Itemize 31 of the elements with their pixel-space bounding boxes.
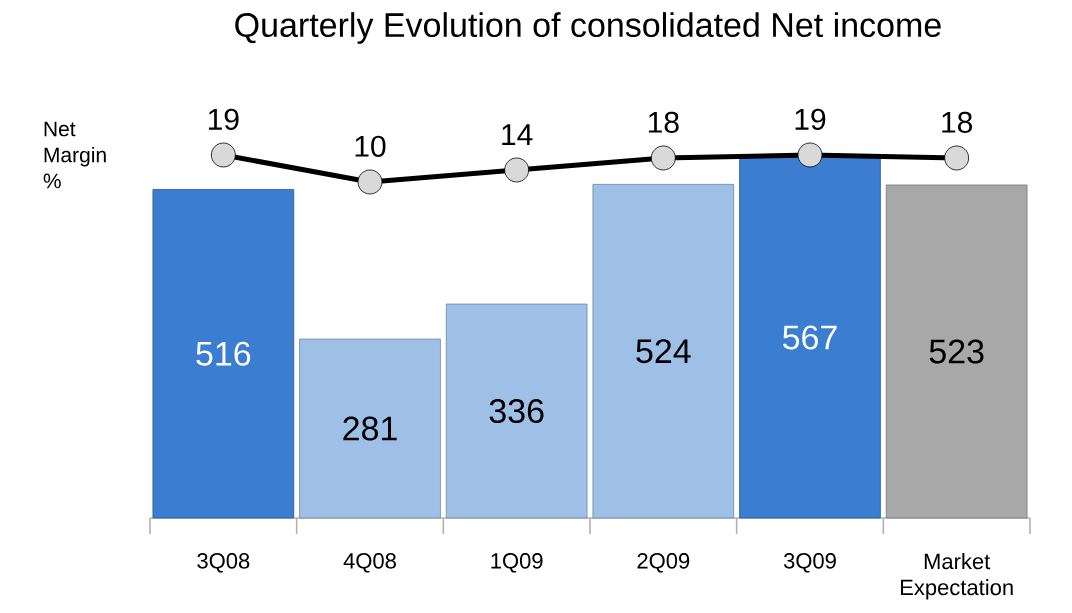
chart-title: Quarterly Evolution of consolidated Net income [235, 12, 941, 44]
bar [739, 156, 881, 519]
point [357, 169, 383, 195]
data-label: 18 [648, 111, 679, 133]
data-label: 18 [942, 111, 973, 133]
data-label: 524 [636, 339, 691, 364]
data-label: 10 [355, 135, 386, 157]
x-tick-label: 3Q09 [783, 553, 836, 573]
data-label: 19 [208, 108, 239, 130]
x-tick-label: 2Q09 [637, 553, 690, 573]
x-tick-label: 4Q08 [343, 553, 396, 573]
data-label: 19 [795, 108, 826, 130]
data-label: 516 [196, 341, 251, 366]
bar [152, 189, 295, 519]
point [650, 145, 676, 171]
x-tick-label: Market Expectation [901, 553, 1013, 600]
data-label: 336 [489, 398, 544, 424]
bar [592, 183, 735, 519]
point [797, 142, 823, 168]
point [504, 157, 530, 183]
data-label: 14 [502, 124, 533, 145]
data-label: 523 [929, 339, 984, 364]
bar [445, 303, 588, 519]
point [944, 145, 970, 171]
point [210, 142, 236, 168]
data-label: 281 [343, 416, 397, 441]
x-tick-label: 3Q08 [197, 553, 250, 573]
data-label: 567 [782, 325, 837, 350]
bar [299, 338, 441, 519]
x-tick-label: 1Q09 [491, 553, 543, 573]
text: Net Margin % [43, 121, 106, 189]
